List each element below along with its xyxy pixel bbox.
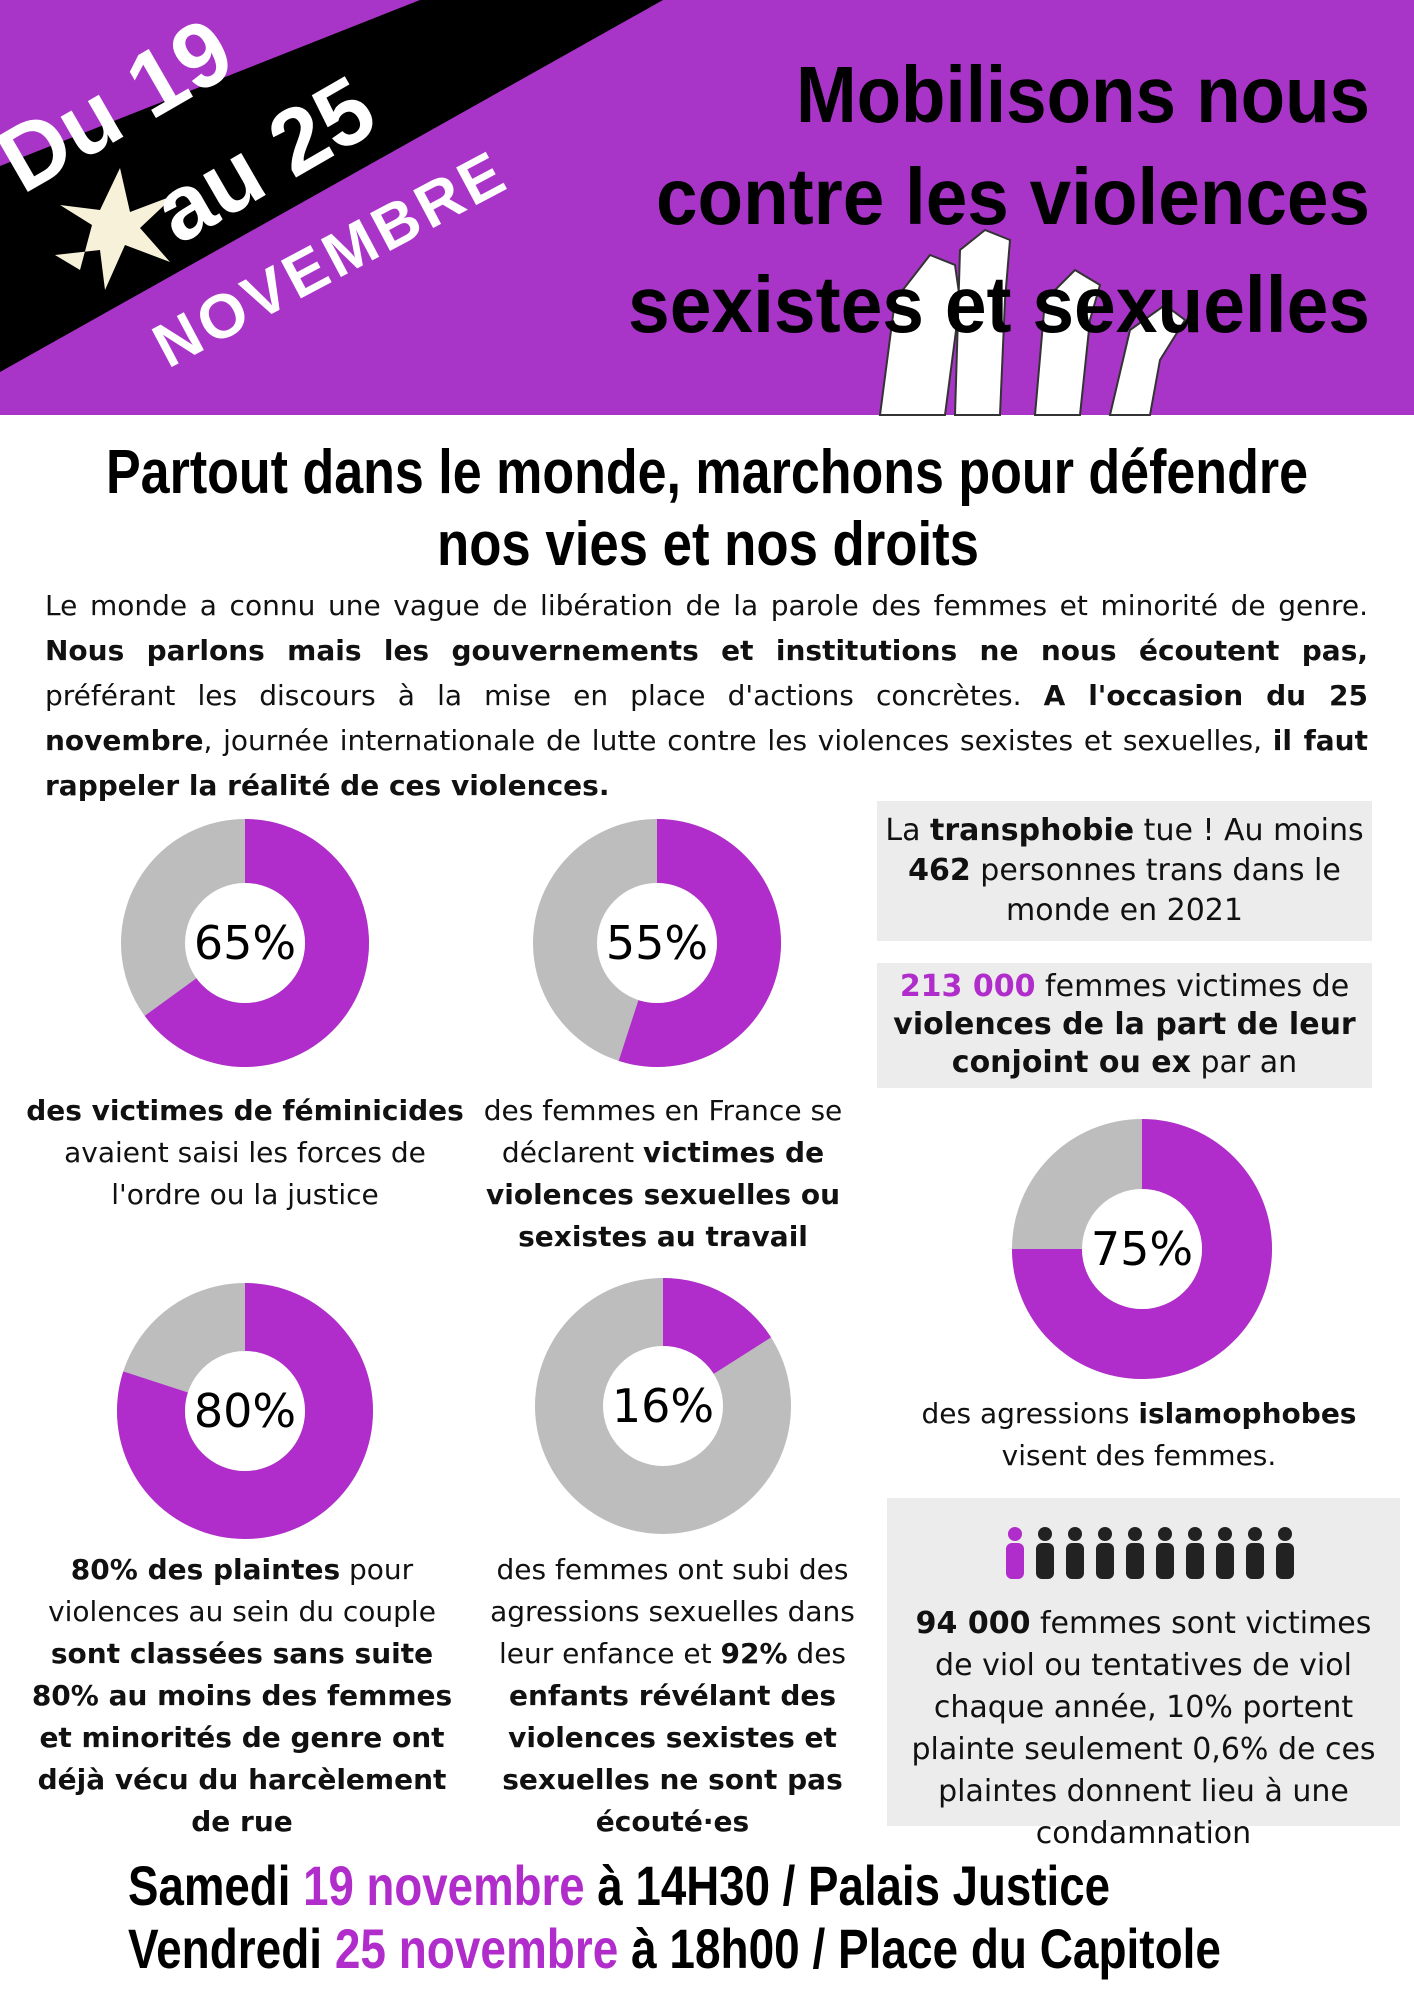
text-run: , journée internationale de lutte contre… [203, 724, 1273, 757]
donut-hole [603, 1346, 723, 1466]
text-run: Samedi [128, 1854, 303, 1917]
text-run: 94 000 [915, 1606, 1031, 1641]
text-run: des femmes ont subi des agressions sexue… [490, 1553, 855, 1670]
text-run: Le monde a connu une vague de libération… [45, 589, 1368, 622]
donut-caption: des femmes ont subi des agressions sexue… [485, 1549, 860, 1843]
donut-label: 80% [194, 1384, 296, 1438]
text-run: 92% [720, 1637, 788, 1670]
person-body [1276, 1543, 1294, 1579]
text-run: à 14H30 / Palais Justice [585, 1854, 1110, 1917]
donut-caption: 80% des plaintes pour violences au sein … [17, 1549, 467, 1843]
text-run: La [885, 813, 930, 848]
black-stripe [0, 0, 663, 372]
donut-caption: des victimes de féminicides avaient sais… [25, 1090, 465, 1216]
donut-label: 16% [612, 1379, 714, 1433]
donut-segment [144, 819, 369, 1067]
text-run: Vendredi [128, 1917, 335, 1980]
person-body [1156, 1543, 1174, 1579]
text-run: 213 000 [899, 969, 1036, 1004]
fact-box: 94 000 femmes sont victimes de viol ou t… [887, 1498, 1400, 1851]
text-run: femmes victimes de [1035, 969, 1350, 1004]
text-run: femmes sont victimes de viol ou tentativ… [911, 1606, 1376, 1851]
donut-hole [1082, 1189, 1202, 1309]
donut-segment [116, 1283, 374, 1539]
person-body [1036, 1543, 1054, 1579]
person-body [1216, 1543, 1234, 1579]
person-head [1068, 1527, 1082, 1541]
text-run: islamophobes [1138, 1397, 1357, 1430]
text-run: préférant les discours à la mise en plac… [45, 679, 1044, 712]
text-run: des agressions [921, 1397, 1139, 1430]
text-run: enfants révélant des violences sexistes … [502, 1679, 843, 1838]
person-head [1008, 1527, 1022, 1541]
donut-segment [1012, 1119, 1272, 1379]
title-line: contre les violences [656, 152, 1370, 241]
person-body [1246, 1543, 1264, 1579]
people-icons [1006, 1527, 1294, 1579]
text-run: pour violences au sein du couple [48, 1553, 436, 1628]
text-run: à 18h00 / Place du Capitole [618, 1917, 1221, 1980]
donut-segment [663, 1278, 772, 1374]
person-head [1128, 1527, 1142, 1541]
person-head [1188, 1527, 1202, 1541]
text-run: violences de la part de leur conjoint ou… [893, 1007, 1356, 1080]
donut-hole [185, 883, 305, 1003]
intro-paragraph: Le monde a connu une vague de libération… [45, 583, 1368, 808]
text-run: des victimes de féminicides [26, 1094, 464, 1127]
donut-label: 55% [606, 916, 708, 970]
text-run: 25 novembre [335, 1917, 618, 1980]
event-line: Vendredi 25 novembre à 18h00 / Place du … [128, 1917, 1221, 1980]
person-head [1098, 1527, 1112, 1541]
text-run: sont classées sans suite 80% au moins de… [31, 1637, 453, 1838]
title-line: sexistes et sexuelles [628, 260, 1370, 349]
text-run: transphobie [930, 813, 1135, 848]
text-run: A l'occasion du 25 novembre [45, 679, 1368, 757]
donut-label: 65% [194, 916, 296, 970]
text-run: des [787, 1637, 847, 1670]
person-head [1218, 1527, 1232, 1541]
fact-box: 213 000 femmes victimes de violences de … [877, 963, 1372, 1088]
text-run: des femmes en France se déclarent [483, 1094, 843, 1169]
donut-label: 75% [1091, 1222, 1193, 1276]
donut-hole [597, 883, 717, 1003]
person-body [1066, 1543, 1084, 1579]
person-head [1278, 1527, 1292, 1541]
fists-illustration [878, 228, 1187, 416]
title-line: Mobilisons nous [796, 50, 1370, 139]
text-run: tue ! Au moins [1134, 813, 1364, 848]
text-run: 80% des plaintes [70, 1553, 341, 1586]
text-run: 462 [908, 853, 971, 888]
text-run: victimes de violences sexuelles ou sexis… [485, 1136, 841, 1253]
fact-box: La transphobie tue ! Au moins 462 person… [877, 801, 1372, 941]
text-run: avaient saisi les forces de l'ordre ou l… [64, 1136, 426, 1211]
headline-line: nos vies et nos droits [437, 510, 979, 579]
text-run: 19 novembre [303, 1854, 585, 1917]
donut-charts: 65% 55% 75% 80% 16% [116, 818, 1272, 1539]
fact-text: 94 000 femmes sont victimes de viol ou t… [897, 1603, 1390, 1855]
person-body [1126, 1543, 1144, 1579]
text-run: il faut rappeler la réalité de ces viole… [45, 724, 1368, 802]
person-body [1096, 1543, 1114, 1579]
person-head [1038, 1527, 1052, 1541]
starburst [55, 168, 175, 290]
headline-line: Partout dans le monde, marchons pour déf… [106, 438, 1308, 507]
text-run: Nous parlons mais les gouvernements et i… [45, 634, 1368, 667]
person-head [1248, 1527, 1262, 1541]
donut-caption: des agressions islamophobes visent des f… [914, 1393, 1364, 1477]
text-run: visent des femmes. [1001, 1439, 1277, 1472]
donut-hole [185, 1351, 305, 1471]
donut-caption: des femmes en France se déclarent victim… [478, 1090, 848, 1258]
donut-segment [618, 818, 781, 1067]
person-body [1186, 1543, 1204, 1579]
person-head [1158, 1527, 1172, 1541]
text-run: par an [1190, 1045, 1298, 1080]
text-run: personnes trans dans le monde en 2021 [970, 853, 1341, 928]
event-line: Samedi 19 novembre à 14H30 / Palais Just… [128, 1854, 1110, 1917]
person-body [1006, 1543, 1024, 1579]
